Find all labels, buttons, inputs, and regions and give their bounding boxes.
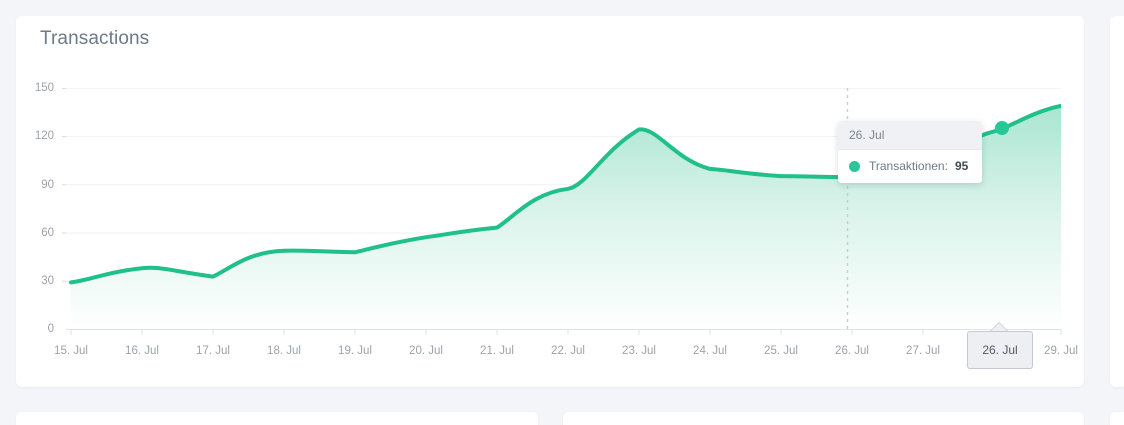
x-tick-12: 27. Jul bbox=[906, 345, 940, 357]
x-tick-4: 19. Jul bbox=[338, 345, 372, 357]
crosshair-axis-label: 26. Jul bbox=[967, 331, 1033, 369]
y-tick-30: 30 bbox=[41, 275, 54, 287]
bottom-side-card-panel bbox=[1110, 412, 1124, 425]
x-tick-11: 26. Jul bbox=[835, 345, 869, 357]
y-tick-0: 0 bbox=[47, 323, 54, 335]
x-tick-7: 22. Jul bbox=[551, 345, 585, 357]
x-tick-0: 15. Jul bbox=[54, 345, 88, 357]
x-tick-9: 24. Jul bbox=[693, 345, 727, 357]
x-tick-14: 29. Jul bbox=[1044, 345, 1078, 357]
y-tick-90: 90 bbox=[41, 179, 54, 191]
transactions-chart-card bbox=[16, 16, 1084, 387]
x-tick-10: 25. Jul bbox=[764, 345, 798, 357]
x-tick-6: 21. Jul bbox=[480, 345, 514, 357]
side-card-panel bbox=[1110, 16, 1124, 387]
x-tick-2: 17. Jul bbox=[196, 345, 230, 357]
bottom-left-card-panel bbox=[16, 412, 538, 425]
y-tick-120: 120 bbox=[34, 130, 54, 142]
series-color-dot-icon bbox=[849, 160, 860, 172]
x-tick-8: 23. Jul bbox=[622, 345, 656, 357]
tooltip-series-label: Transaktionen: bbox=[869, 159, 948, 173]
tooltip-series-row: Transaktionen: 95 bbox=[838, 150, 982, 183]
bottom-right-card-panel bbox=[563, 412, 1084, 425]
y-tick-150: 150 bbox=[34, 82, 54, 94]
x-tick-3: 18. Jul bbox=[267, 345, 301, 357]
x-tick-1: 16. Jul bbox=[125, 345, 159, 357]
crosshair-label-arrow-icon bbox=[990, 323, 1008, 332]
tooltip-date-header: 26. Jul bbox=[838, 121, 982, 150]
chart-tooltip: 26. Jul Transaktionen: 95 bbox=[838, 121, 982, 183]
page-title: Transactions bbox=[40, 28, 150, 49]
y-tick-60: 60 bbox=[41, 227, 54, 239]
tooltip-series-value: 95 bbox=[954, 159, 969, 173]
x-tick-5: 20. Jul bbox=[409, 345, 443, 357]
